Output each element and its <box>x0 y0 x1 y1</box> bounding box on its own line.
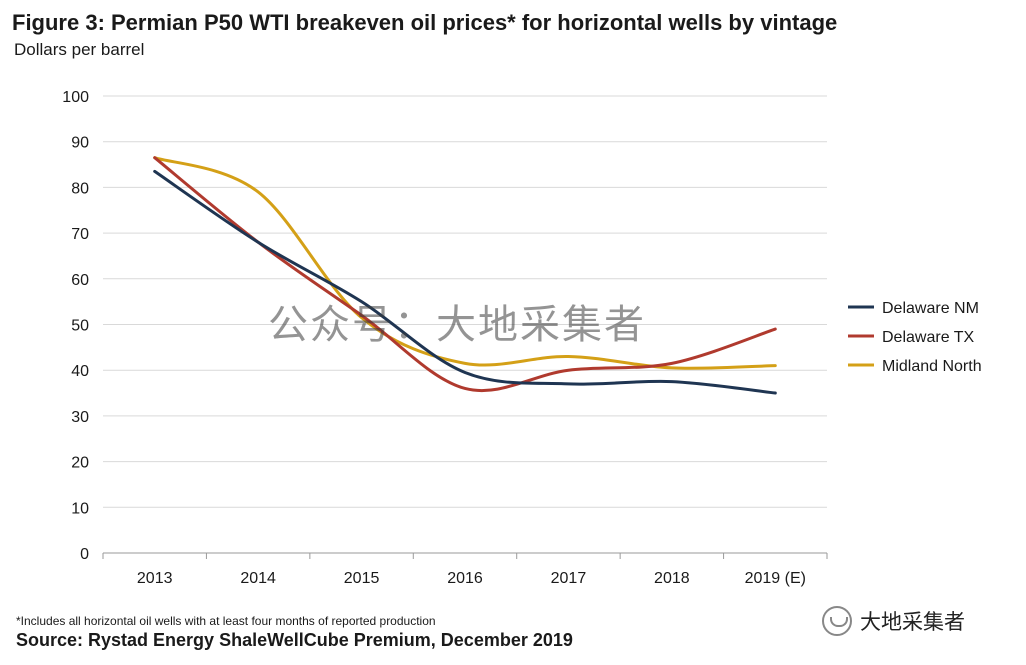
x-tick-label: 2014 <box>240 570 276 587</box>
series-lines <box>153 156 777 395</box>
legend-label-midland-north: Midland North <box>882 358 982 375</box>
series-line-delaware-tx <box>153 156 777 393</box>
axes: 0 10 20 30 40 50 60 70 80 90 100 2013 2014 2015 2016 20… <box>62 89 828 587</box>
x-tick-label: 2019 (E) <box>745 570 806 587</box>
y-tick-label: 100 <box>62 89 89 106</box>
watermark-text: 公众号：大地采集者 <box>268 302 646 348</box>
chart-title: Figure 3: Permian P50 WTI breakeven oil … <box>12 10 838 35</box>
brand-badge: 大地采集者 <box>822 606 965 636</box>
legend-label-delaware-nm: Delaware NM <box>882 300 979 317</box>
y-tick-label: 60 <box>71 272 89 289</box>
series-line-midland-north <box>153 156 777 370</box>
y-tick-label: 90 <box>71 135 89 152</box>
y-tick-label: 50 <box>71 318 89 335</box>
y-tick-label: 30 <box>71 409 89 426</box>
x-tick-label: 2018 <box>654 570 690 587</box>
y-tick-label: 0 <box>80 546 89 563</box>
x-tick-label: 2013 <box>137 570 173 587</box>
gridlines <box>103 95 827 508</box>
y-tick-label: 20 <box>71 455 89 472</box>
y-tick-label: 10 <box>71 500 89 517</box>
legend: Delaware NM Delaware TX Midland North <box>848 300 982 375</box>
x-tick-label: 2016 <box>447 570 483 587</box>
y-tick-label: 80 <box>71 180 89 197</box>
x-tick-label: 2017 <box>551 570 587 587</box>
legend-label-delaware-tx: Delaware TX <box>882 329 975 346</box>
source-line: Source: Rystad Energy ShaleWellCube Prem… <box>16 630 573 650</box>
y-tick-label: 70 <box>71 226 89 243</box>
footnote: *Includes all horizontal oil wells with … <box>16 614 436 628</box>
y-tick-label: 40 <box>71 363 89 380</box>
series-line-delaware-nm <box>153 169 777 395</box>
y-axis-unit-label: Dollars per barrel <box>14 40 145 59</box>
brand-label: 大地采集者 <box>860 611 965 634</box>
wechat-logo-icon <box>822 606 852 636</box>
x-tick-label: 2015 <box>344 570 380 587</box>
